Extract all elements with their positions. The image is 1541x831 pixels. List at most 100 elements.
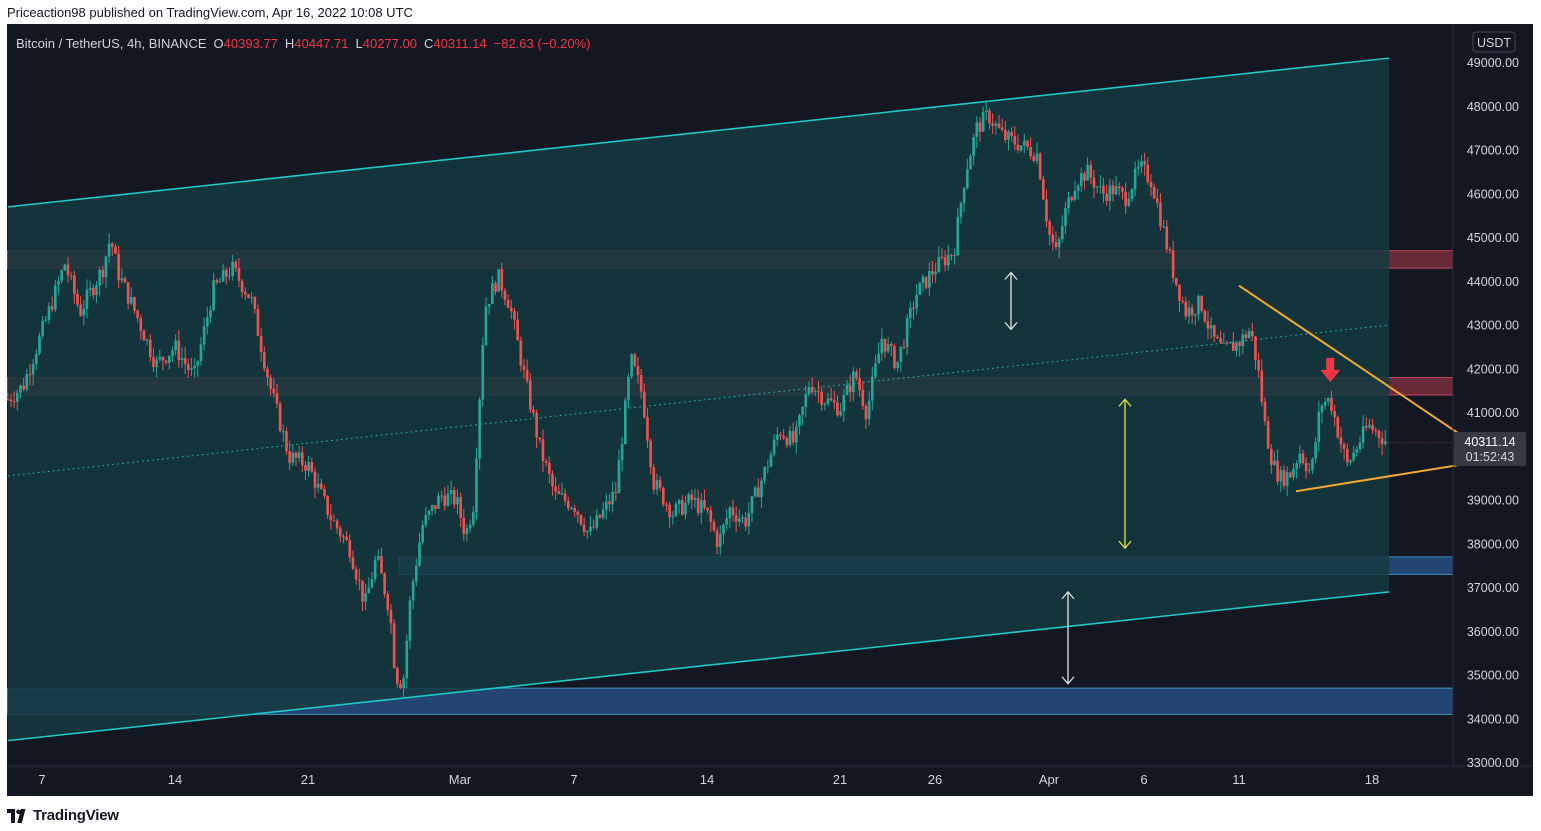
candle-body <box>877 353 880 364</box>
candle-body <box>826 398 830 404</box>
candle-body <box>282 431 285 433</box>
candle-body <box>959 203 963 217</box>
candle-body <box>931 271 934 275</box>
candle-body <box>1241 334 1245 347</box>
candle-body <box>880 338 884 354</box>
candle-body <box>804 393 808 407</box>
candle-body <box>886 344 890 352</box>
candle-body <box>98 269 101 286</box>
candle-body <box>627 376 630 401</box>
candle-body <box>814 391 817 393</box>
candle-body <box>905 318 909 348</box>
change-value: −82.63 (−0.20%) <box>493 36 591 51</box>
candle-body <box>715 530 719 547</box>
candle-body <box>772 439 776 454</box>
candle-body <box>364 593 367 602</box>
candle-body <box>820 391 823 405</box>
candle-body <box>605 501 608 510</box>
candle-body <box>817 391 820 393</box>
candle-body <box>1295 463 1298 469</box>
double-arrow-1-head-bottom <box>1004 321 1018 331</box>
candle-body <box>269 377 272 389</box>
candle-body <box>921 276 925 283</box>
candle-body <box>1162 226 1165 228</box>
candle-body <box>592 526 595 528</box>
brand-name: TradingView <box>33 807 119 824</box>
candle-body <box>35 353 38 365</box>
candle-body <box>149 339 152 358</box>
chart-panel[interactable]: 49000.00 48000.00 47000.00 46000.00 45000.00… <box>7 24 1533 796</box>
candle-body <box>696 497 700 513</box>
candle-body <box>839 411 842 416</box>
candle-body <box>522 365 526 370</box>
low-label: L <box>355 36 363 51</box>
candle-body <box>573 507 576 512</box>
symbol-name[interactable]: Bitcoin / TetherUS, 4h, BINANCE <box>16 36 207 51</box>
candle-body <box>557 491 561 494</box>
candle-body <box>202 326 206 345</box>
candle-body <box>494 283 497 292</box>
channel-lower-line <box>7 591 1390 742</box>
price-chart[interactable]: 49000.00 48000.00 47000.00 46000.00 45000.00… <box>7 24 1533 796</box>
candle-body <box>9 399 13 402</box>
candle-body <box>411 581 415 601</box>
time-tick-label: 21 <box>833 772 847 787</box>
candle-body <box>1159 202 1162 227</box>
attribution-bar: Priceaction98 published on TradingView.c… <box>0 0 1541 24</box>
open-value: 40393.77 <box>223 36 278 51</box>
candle-body <box>1346 448 1349 463</box>
candle-body <box>709 510 713 522</box>
candle-body <box>1137 166 1140 169</box>
candle-body <box>1149 181 1153 188</box>
candle-body <box>763 467 766 481</box>
candle-body <box>402 678 405 688</box>
candle-body <box>525 369 529 381</box>
candle-body <box>41 320 44 336</box>
candle-body <box>1035 153 1039 162</box>
candle-body <box>465 528 469 535</box>
candle-body <box>788 430 792 446</box>
price-tick-label: 46000.00 <box>1467 187 1519 201</box>
candle-body <box>639 375 643 392</box>
candle-body <box>598 514 602 518</box>
candle-body <box>1048 221 1051 235</box>
candle-body <box>633 354 637 367</box>
candle-body <box>1051 234 1055 243</box>
candle-body <box>636 366 640 376</box>
candle-body <box>643 391 646 418</box>
symbol-legend[interactable]: Bitcoin / TetherUS, 4h, BINANCE O40393.77… <box>16 36 590 51</box>
candle-body <box>551 473 554 487</box>
candle-body <box>180 358 184 360</box>
candle-body <box>335 520 339 529</box>
candle-body <box>339 528 342 537</box>
candle-body <box>747 512 751 527</box>
time-tick-label: 21 <box>301 772 315 787</box>
candle-body <box>221 269 225 282</box>
candle-body <box>1276 460 1279 482</box>
candle-body <box>101 269 105 278</box>
candle-body <box>725 518 728 525</box>
candle-body <box>1089 164 1093 178</box>
candle-body <box>956 216 960 256</box>
candle-body <box>757 487 760 498</box>
candle-body <box>1070 197 1074 201</box>
candle-body <box>28 374 32 376</box>
candle-body <box>405 640 409 679</box>
candle-body <box>1317 411 1321 443</box>
price-tick-label: 34000.00 <box>1467 712 1519 726</box>
candle-body <box>95 285 98 296</box>
candle-body <box>1304 463 1308 472</box>
candle-body <box>313 471 317 488</box>
candle-body <box>563 493 567 501</box>
candle-body <box>1007 131 1010 140</box>
candle-body <box>1076 185 1080 191</box>
candle-body <box>266 368 269 378</box>
candle-body <box>646 417 649 441</box>
time-tick-label: 14 <box>168 772 182 787</box>
candle-body <box>370 579 374 588</box>
price-tick-label: 42000.00 <box>1467 362 1519 376</box>
candle-body <box>66 264 70 276</box>
candle-body <box>7 399 10 401</box>
candle-body <box>1327 398 1330 402</box>
candle-body <box>142 330 146 341</box>
